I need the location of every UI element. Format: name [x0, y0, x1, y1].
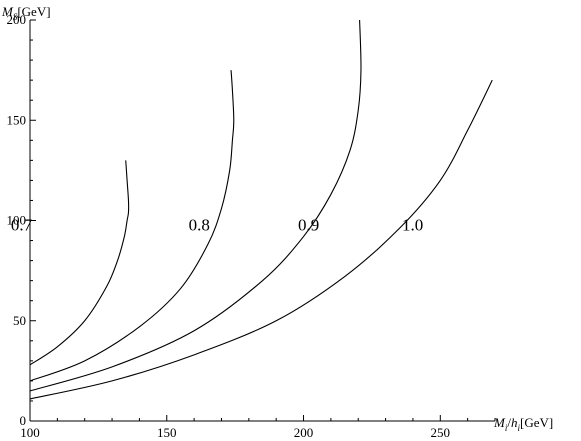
y-axis-title: MS[GeV]: [1, 4, 51, 22]
x-axis-title-sub2: i: [517, 423, 520, 433]
curve-0.7: [29, 160, 130, 366]
y-axis-title-sub: S: [13, 12, 18, 22]
x-axis-title-base2: h: [511, 415, 518, 430]
x-tick-label: 200: [294, 425, 314, 440]
curve-label-0.7: 0.7: [11, 216, 33, 235]
x-axis-title-sub1: i: [505, 423, 508, 433]
curve-label-0.9: 0.9: [298, 216, 319, 235]
tick-labels: 100 150 200 250 0 50 100 150 200: [7, 12, 451, 440]
curves: [29, 19, 493, 400]
curve-labels: 0.7 0.8 0.9 1.0: [11, 216, 423, 235]
y-tick-label: 200: [7, 12, 27, 27]
curve-0.9: [29, 19, 362, 392]
x-axis-title-base1: M: [493, 415, 506, 430]
x-axis-title-slash: /: [507, 415, 511, 430]
y-tick-label: 50: [13, 313, 26, 328]
y-tick-label: 150: [7, 112, 27, 127]
ticks: [29, 19, 496, 422]
curve-label-0.8: 0.8: [189, 216, 210, 235]
x-tick-label: 100: [20, 425, 40, 440]
x-axis-title: Mi/hi[GeV]: [493, 415, 553, 433]
x-tick-label: 250: [431, 425, 451, 440]
y-tick-label: 0: [20, 413, 27, 428]
y-tick-label: 100: [7, 213, 27, 228]
y-axis-title-base: M: [1, 4, 14, 19]
curve-0.8: [29, 70, 235, 382]
x-tick-label: 150: [157, 425, 177, 440]
axes: [29, 20, 495, 422]
curve-1.0: [29, 79, 493, 400]
curve-label-1.0: 1.0: [402, 216, 423, 235]
x-axis-title-unit: [GeV]: [520, 415, 553, 430]
y-axis-title-unit: [GeV]: [17, 4, 50, 19]
